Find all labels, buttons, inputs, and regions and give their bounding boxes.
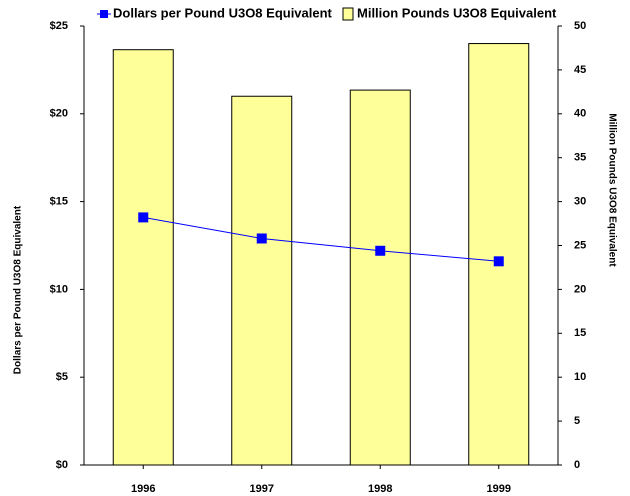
y2-tick-label: 50	[574, 20, 586, 32]
y2-tick-label: 10	[574, 371, 586, 383]
x-tick-label: 1997	[250, 483, 274, 495]
y2-tick-label: 25	[574, 239, 586, 251]
bar	[231, 95, 293, 466]
legend-marker	[342, 7, 354, 21]
legend: Dollars per Pound U3O8 Equivalent Million…	[97, 5, 557, 21]
y2-axis-title: Million Pounds U3O8 Equivalent	[606, 113, 617, 267]
y2-tick-label: 20	[574, 283, 586, 295]
y-tick-label: $10	[50, 283, 68, 295]
y2-tick-label: 0	[574, 459, 580, 471]
y-tick-label: $5	[56, 371, 68, 383]
marker	[375, 245, 386, 256]
y-axis-title: Dollars per Pound U3O8 Equivalent	[13, 205, 24, 374]
bar	[112, 49, 174, 466]
y-tick-label: $20	[50, 108, 68, 120]
y-tick-label: $15	[50, 196, 68, 208]
marker	[256, 233, 267, 244]
y2-tick-label: 30	[574, 196, 586, 208]
x-tick-label: 1999	[487, 483, 511, 495]
bar	[349, 89, 411, 466]
y2-tick-label: 5	[574, 415, 580, 427]
line	[143, 216, 499, 262]
legend-marker	[100, 10, 108, 18]
x-tick-label: 1996	[131, 483, 155, 495]
y2-tick-label: 40	[574, 108, 586, 120]
marker	[138, 212, 149, 223]
x-tick-label: 1998	[368, 483, 392, 495]
bar	[468, 43, 530, 466]
y2-tick-label: 45	[574, 64, 586, 76]
marker	[493, 256, 504, 267]
y2-tick-label: 15	[574, 327, 586, 339]
legend-label: Million Pounds U3O8 Equivalent	[357, 5, 557, 20]
y-tick-label: $0	[56, 459, 68, 471]
y-tick-label: $25	[50, 20, 68, 32]
legend-label: Dollars per Pound U3O8 Equivalent	[113, 5, 333, 20]
y2-tick-label: 35	[574, 152, 586, 164]
